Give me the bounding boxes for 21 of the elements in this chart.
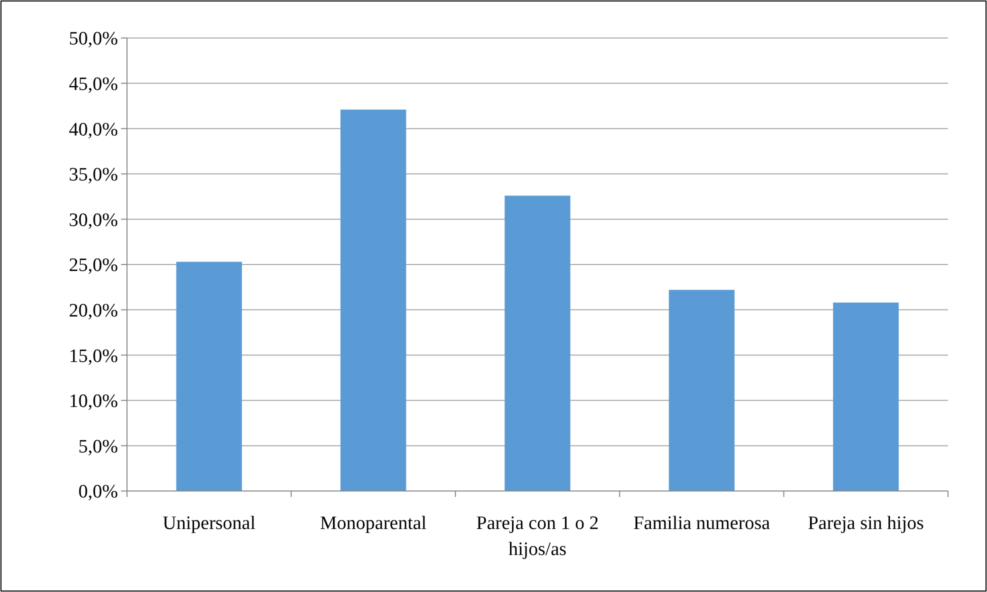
x-tick-label: Monoparental (320, 513, 427, 534)
y-tick-label: 45,0% (68, 74, 118, 95)
x-tick-label: Unipersonal (162, 513, 256, 534)
y-tick-label: 10,0% (68, 391, 118, 412)
y-tick-label: 20,0% (68, 300, 118, 322)
y-tick-label: 5,0% (78, 436, 118, 458)
bar (176, 262, 242, 491)
x-tick-label: Pareja con 1 o 2 hijos/as (476, 513, 599, 560)
y-tick-label: 15,0% (68, 346, 118, 367)
x-tick-label: Pareja sin hijos (808, 513, 924, 534)
x-tick-label: Familia numerosa (633, 513, 771, 534)
bar (340, 110, 406, 491)
bar (668, 290, 735, 491)
y-tick-label: 0,0% (78, 482, 118, 503)
y-tick-label: 40,0% (68, 119, 118, 140)
bar (504, 196, 570, 491)
y-tick-label: 50,0% (68, 28, 118, 50)
bar (833, 302, 899, 491)
y-tick-label: 25,0% (68, 255, 118, 276)
y-tick-label: 35,0% (68, 164, 118, 186)
y-tick-label: 30,0% (68, 210, 118, 231)
